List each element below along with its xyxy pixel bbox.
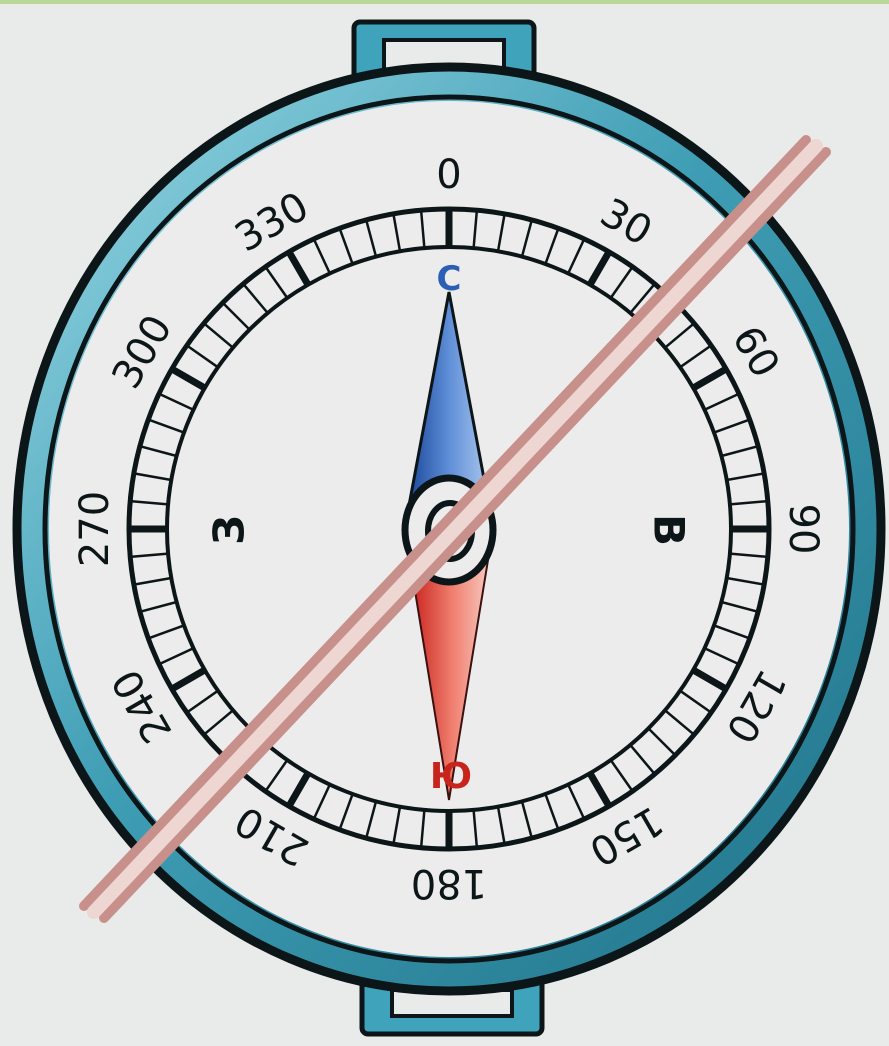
minor-tick: [472, 809, 479, 848]
minor-tick: [721, 600, 759, 614]
minor-tick: [139, 600, 177, 614]
cardinal-south-label: Ю: [430, 756, 472, 797]
minor-tick: [203, 322, 234, 349]
minor-tick: [520, 219, 534, 257]
minor-tick: [264, 759, 289, 792]
minor-tick: [544, 227, 560, 265]
minor-tick: [713, 418, 751, 434]
minor-tick: [664, 322, 695, 349]
cardinal-west-label: З: [205, 515, 254, 545]
degree-label-0: 0: [436, 152, 461, 198]
degree-label-90: 90: [780, 504, 826, 555]
minor-tick: [726, 576, 765, 586]
major-tick: [586, 771, 613, 808]
minor-tick: [472, 210, 479, 249]
major-tick: [586, 250, 613, 287]
minor-tick: [567, 238, 586, 274]
cardinal-north-label: С: [437, 259, 462, 299]
minor-tick: [729, 552, 768, 559]
major-tick: [170, 666, 207, 693]
minor-tick: [392, 806, 402, 845]
minor-tick: [203, 709, 234, 736]
minor-tick: [312, 784, 331, 820]
minor-tick: [338, 227, 354, 265]
minor-tick: [338, 793, 354, 831]
degree-label-270: 270: [72, 491, 118, 567]
minor-tick: [419, 809, 426, 848]
minor-tick: [609, 759, 634, 792]
minor-tick: [629, 283, 656, 314]
minor-tick: [186, 344, 219, 369]
minor-tick: [130, 499, 169, 506]
minor-tick: [496, 213, 506, 252]
top-border: [0, 0, 889, 4]
minor-tick: [704, 647, 740, 666]
major-tick: [691, 365, 728, 392]
minor-tick: [544, 793, 560, 831]
frame-inner-outline: [42, 94, 856, 964]
minor-tick: [186, 689, 219, 714]
minor-tick: [139, 444, 177, 458]
minor-tick: [679, 344, 712, 369]
scale-ticks: [129, 209, 769, 849]
minor-tick: [364, 219, 378, 257]
minor-tick: [664, 709, 695, 736]
minor-tick: [312, 238, 331, 274]
minor-tick: [147, 418, 185, 434]
minor-tick: [496, 806, 506, 845]
major-tick: [691, 666, 728, 693]
minor-tick: [520, 801, 534, 839]
minor-tick: [147, 624, 185, 640]
minor-tick: [729, 499, 768, 506]
minor-tick: [726, 472, 765, 482]
minor-tick: [704, 392, 740, 411]
minor-tick: [158, 647, 194, 666]
minor-tick: [133, 472, 172, 482]
cardinal-east-label: В: [645, 514, 694, 546]
minor-tick: [264, 266, 289, 299]
minor-tick: [567, 784, 586, 820]
major-tick: [285, 771, 312, 808]
minor-tick: [679, 689, 712, 714]
minor-tick: [130, 552, 169, 559]
minor-tick: [609, 266, 634, 299]
minor-tick: [364, 801, 378, 839]
minor-tick: [419, 210, 426, 249]
sighting-rod-icon: [79, 135, 831, 923]
minor-tick: [713, 624, 751, 640]
minor-tick: [392, 213, 402, 252]
degree-label-180: 180: [411, 860, 487, 906]
minor-tick: [158, 392, 194, 411]
scale-ring: [126, 206, 772, 852]
minor-tick: [242, 283, 269, 314]
major-tick: [170, 365, 207, 392]
minor-tick: [629, 744, 656, 775]
minor-tick: [647, 727, 677, 757]
minor-tick: [221, 301, 251, 331]
minor-tick: [133, 576, 172, 586]
minor-tick: [721, 444, 759, 458]
major-tick: [285, 250, 312, 287]
